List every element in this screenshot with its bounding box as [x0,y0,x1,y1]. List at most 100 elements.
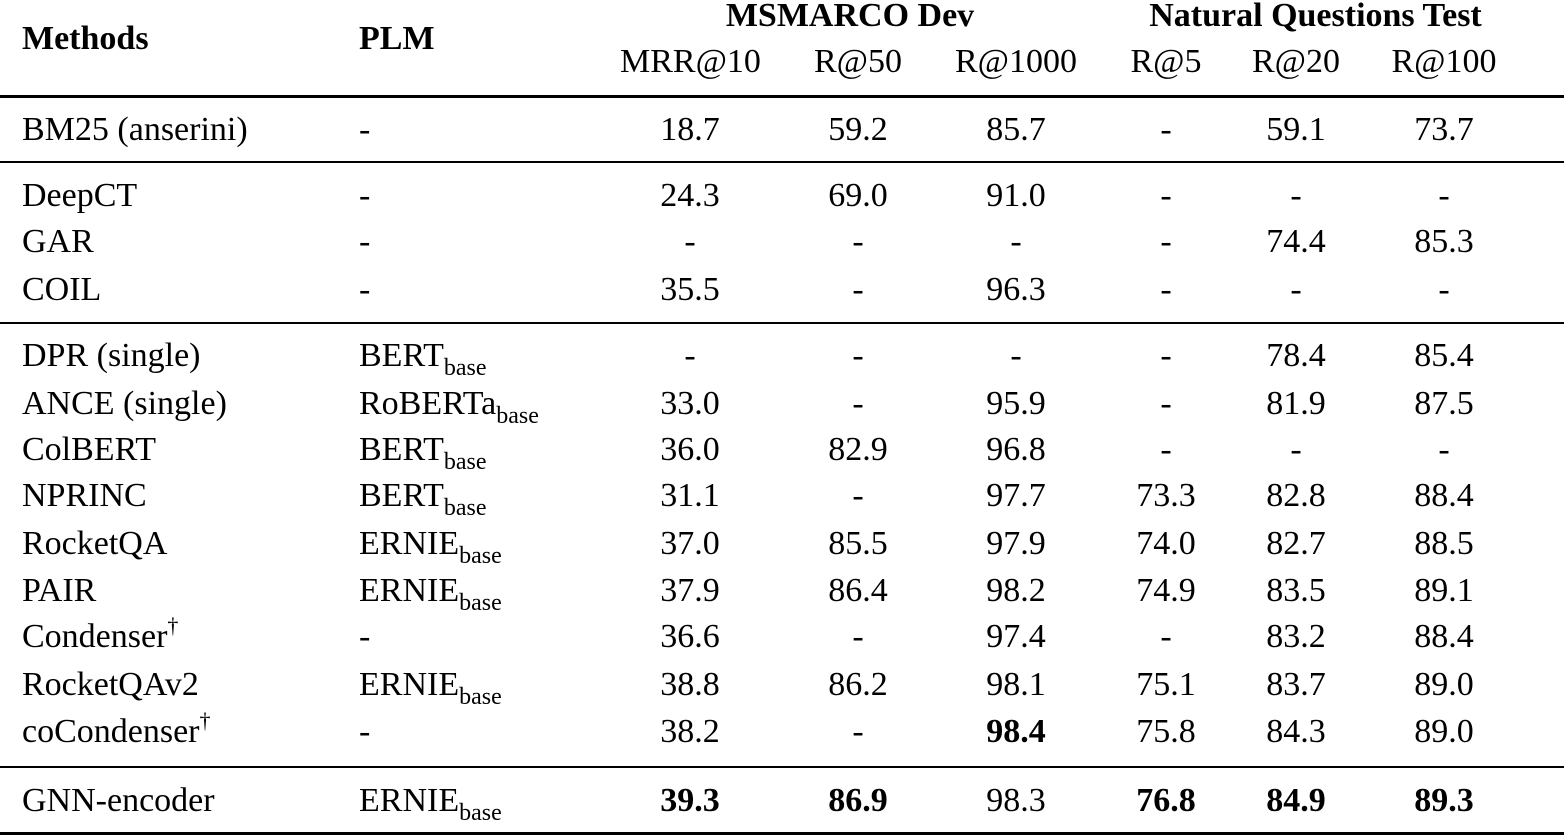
plm-cell: ERNIEbase [359,781,502,825]
method-label: GAR [22,223,94,260]
plm-subscript: base [459,684,502,710]
plm-label: RoBERTa [359,385,497,422]
method-footnote-mark: † [167,613,179,638]
value-cell: - [1160,337,1172,374]
value-cell: 97.9 [986,525,1046,562]
value-cell: 74.4 [1266,223,1326,260]
header-metric: R@5 [1130,43,1202,80]
value-cell: - [1010,337,1022,374]
value-cell: - [1290,177,1302,214]
method-name: ColBERT [22,430,156,470]
value-cell: - [1438,177,1450,214]
value-cell: 86.2 [828,666,888,703]
plm-label: BERT [359,337,444,374]
value-cell: - [852,477,864,514]
value-cell: - [852,337,864,374]
method-label: ColBERT [22,431,156,468]
value-cell: 98.4 [986,713,1046,750]
header-metric: R@100 [1391,43,1497,80]
value-cell: 97.7 [986,477,1046,514]
value-cell: 81.9 [1266,385,1326,422]
value-cell: 88.4 [1414,618,1474,655]
value-cell: 38.2 [660,713,720,750]
value-cell: 97.4 [986,618,1046,655]
value-cell: - [1438,431,1450,468]
value-cell: 18.7 [660,111,720,148]
value-cell: 83.7 [1266,666,1326,703]
header-metric: R@50 [814,43,902,80]
value-cell: 85.3 [1414,223,1474,260]
value-cell: 85.7 [986,111,1046,148]
value-cell: 74.0 [1136,525,1196,562]
method-name: RocketQA [22,524,167,564]
method-name: ANCE (single) [22,384,227,424]
value-cell: - [1438,271,1450,308]
plm-label: ERNIE [359,666,460,703]
value-cell: 36.0 [660,431,720,468]
value-cell: - [852,713,864,750]
value-cell: - [1160,271,1172,308]
value-cell: 86.9 [828,782,888,819]
header-group-nq: Natural Questions Test [1149,0,1482,34]
plm-cell: - [359,176,370,216]
plm-label: - [359,271,371,308]
value-cell: 84.3 [1266,713,1326,750]
method-name: PAIR [22,571,96,611]
value-cell: 69.0 [828,177,888,214]
value-cell: 91.0 [986,177,1046,214]
plm-subscript: base [459,800,502,826]
plm-cell: - [359,270,370,310]
value-cell: - [1290,431,1302,468]
value-cell: 73.7 [1414,111,1474,148]
value-cell: 89.3 [1414,782,1474,819]
value-cell: 75.8 [1136,713,1196,750]
plm-cell: - [359,712,370,752]
plm-subscript: base [443,355,487,381]
method-label: DeepCT [22,177,138,214]
method-label: NPRINC [22,477,147,514]
plm-label: ERNIE [359,525,460,562]
bottom-rule [0,832,1564,835]
value-cell: 83.5 [1266,572,1326,609]
value-cell: 33.0 [660,385,720,422]
value-cell: 39.3 [660,782,720,819]
plm-label: - [359,713,371,750]
plm-label: ERNIE [359,572,460,609]
method-name: GNN-encoder [22,781,215,821]
plm-subscript: base [459,543,502,569]
value-cell: 75.1 [1136,666,1196,703]
value-cell: 24.3 [660,177,720,214]
value-cell: 82.7 [1266,525,1326,562]
method-name: NPRINC [22,476,147,516]
method-name: Condenser† [22,615,178,657]
value-cell: 59.2 [828,111,888,148]
plm-cell: BERTbase [359,430,487,474]
plm-label: BERT [359,477,444,514]
value-cell: - [852,223,864,260]
value-cell: 89.0 [1414,666,1474,703]
plm-label: - [359,177,371,214]
value-cell: 95.9 [986,385,1046,422]
method-label: RocketQAv2 [22,666,199,703]
method-footnote-mark: † [199,708,211,733]
value-cell: - [1160,223,1172,260]
plm-cell: - [359,110,370,150]
value-cell: 89.1 [1414,572,1474,609]
value-cell: - [1160,111,1172,148]
method-name: DPR (single) [22,336,201,376]
value-cell: - [1290,271,1302,308]
value-cell: 88.4 [1414,477,1474,514]
value-cell: 96.8 [986,431,1046,468]
method-label: GNN-encoder [22,782,215,819]
value-cell: - [852,618,864,655]
plm-cell: - [359,617,370,657]
method-label: coCondenser [22,713,200,750]
value-cell: 85.4 [1414,337,1474,374]
method-label: RocketQA [22,525,168,562]
value-cell: - [1160,385,1172,422]
method-label: PAIR [22,572,97,609]
header-methods: Methods [22,20,149,57]
value-cell: 78.4 [1266,337,1326,374]
plm-cell: RoBERTabase [359,384,539,428]
